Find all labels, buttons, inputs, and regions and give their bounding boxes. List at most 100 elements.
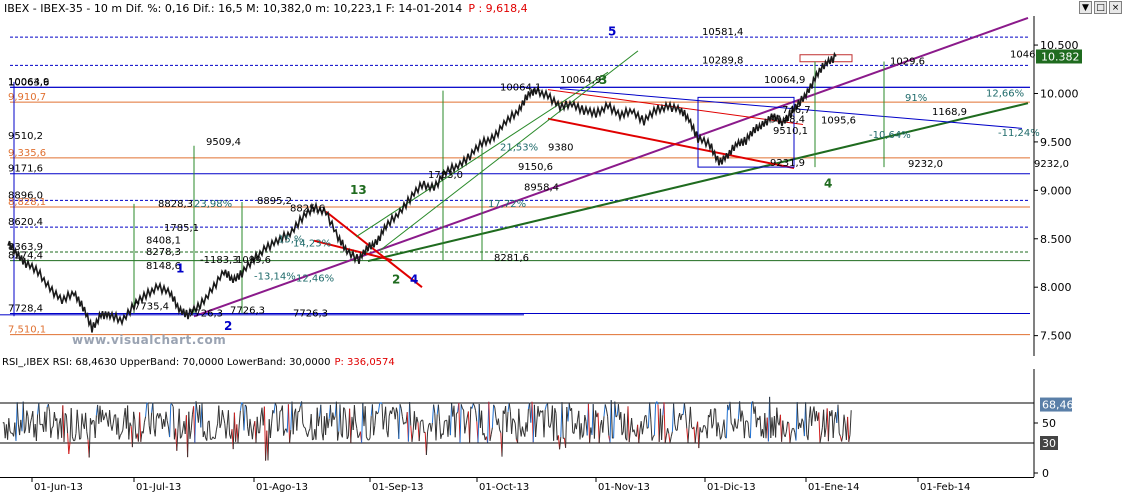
rsi-segment	[259, 416, 262, 433]
rsi-segment	[343, 407, 346, 410]
rsi-segment	[775, 407, 778, 438]
annotation-label: 9510,1	[773, 126, 808, 137]
rsi-segment	[820, 427, 823, 436]
rsi-segment	[752, 401, 755, 414]
rsi-segment	[575, 419, 579, 430]
annotation-label: 7726,3	[188, 308, 223, 319]
wave-label: 3	[599, 73, 607, 87]
rsi-segment	[27, 416, 30, 434]
rsi-segment	[391, 406, 394, 415]
rsi-segment	[589, 427, 592, 443]
rsi-segment	[598, 425, 601, 443]
rsi-segment	[790, 428, 793, 434]
annotation-label: 8278,3	[146, 247, 181, 258]
rsi-segment	[819, 435, 822, 444]
rsi-segment	[561, 402, 564, 439]
rsi-segment	[843, 414, 846, 424]
date-tick-label: 01-Jul-13	[136, 482, 181, 493]
rsi-chart[interactable]: 50 0 68,46 30	[0, 369, 1124, 477]
rsi-segment	[75, 409, 78, 434]
rsi-segment	[22, 401, 25, 434]
window-controls: ▼ □ ×	[1079, 1, 1122, 14]
rsi-segment	[661, 415, 664, 440]
level-label: 10581,4	[702, 27, 743, 38]
rsi-segment	[251, 426, 255, 440]
rsi-segment	[245, 406, 249, 427]
rsi-segment	[736, 419, 739, 429]
rsi-segment	[455, 411, 459, 415]
rsi-segment	[754, 406, 757, 428]
date-tick-label: 01-Dic-13	[707, 482, 756, 493]
rsi-segment	[490, 427, 493, 435]
rsi-lower-box	[1040, 436, 1058, 450]
annotation-label: 15,%	[278, 235, 303, 246]
rsi-segment	[63, 413, 66, 442]
rsi-segment	[371, 404, 375, 436]
rsi-segment	[646, 427, 649, 429]
rsi-segment	[307, 431, 310, 437]
rsi-segment	[653, 403, 657, 435]
annotation-label: 8828,3	[158, 199, 193, 210]
rsi-plot-area	[0, 369, 1034, 477]
rsi-segment	[274, 402, 277, 407]
rsi-segment	[699, 427, 702, 433]
rsi-segment	[25, 410, 28, 430]
rsi-segment	[664, 435, 667, 443]
rsi-segment	[289, 429, 292, 443]
rsi-segment	[759, 415, 762, 437]
minimize-button[interactable]: ▼	[1079, 1, 1092, 14]
rsi-segment	[785, 421, 789, 432]
rsi-segment	[91, 420, 94, 425]
price-tick-label: 8.500	[1040, 233, 1072, 246]
rsi-segment	[76, 409, 79, 425]
horizontal-levels: 10581,410289,810064,910063,69,910,79510,…	[8, 27, 1030, 336]
rsi-segment	[631, 418, 634, 433]
rsi-segment	[463, 409, 466, 434]
rsi-segment	[723, 419, 726, 438]
rsi-segment	[544, 404, 547, 410]
rsi-segment	[649, 402, 652, 420]
rsi-segment	[676, 418, 679, 431]
annotation-label: 10064,9	[764, 75, 805, 86]
rsi-segment	[152, 402, 155, 429]
close-button[interactable]: ×	[1109, 1, 1122, 14]
rsi-segment	[711, 423, 714, 429]
rsi-header-p: P: 336,0574	[334, 357, 395, 368]
rsi-segment	[45, 406, 48, 432]
rsi-segment	[7, 418, 10, 440]
rsi-segment	[433, 404, 436, 414]
level-label: 7728,4	[8, 304, 43, 315]
rsi-segment	[418, 422, 421, 442]
rsi-segment	[489, 434, 492, 442]
rsi-segment	[437, 404, 441, 422]
red-channel-upper	[325, 210, 423, 288]
rsi-segment	[831, 410, 834, 438]
red-channel-2	[547, 117, 795, 170]
rsi-segment	[195, 401, 198, 412]
level-label: 8,828,1	[8, 197, 46, 208]
rsi-segment	[357, 435, 360, 439]
rsi-segment	[28, 423, 31, 434]
rsi-segment	[472, 403, 475, 406]
rsi-segment	[614, 401, 617, 418]
annotation-label: 8895,2	[257, 196, 292, 207]
rsi-segment	[187, 411, 190, 458]
rsi-last-box	[1040, 397, 1072, 412]
rsi-segment	[514, 423, 517, 440]
price-chart[interactable]: 10581,410289,810064,910063,69,910,79510,…	[0, 16, 1124, 356]
rsi-segment	[597, 412, 600, 443]
rsi-segment	[430, 422, 433, 432]
rsi-segment	[188, 411, 191, 439]
annotation-label: 7726,3	[230, 305, 265, 316]
rsi-segment	[746, 420, 749, 423]
rsi-segment	[538, 410, 541, 417]
rsi-segment	[239, 402, 243, 411]
rsi-segment	[641, 425, 645, 435]
rsi-segment	[85, 412, 88, 432]
restore-button[interactable]: □	[1094, 1, 1107, 14]
rsi-segment	[380, 402, 383, 405]
rsi-segment	[74, 433, 77, 441]
rsi-segment	[755, 417, 759, 428]
rsi-segment	[369, 416, 372, 439]
rsi-segment	[333, 416, 336, 421]
